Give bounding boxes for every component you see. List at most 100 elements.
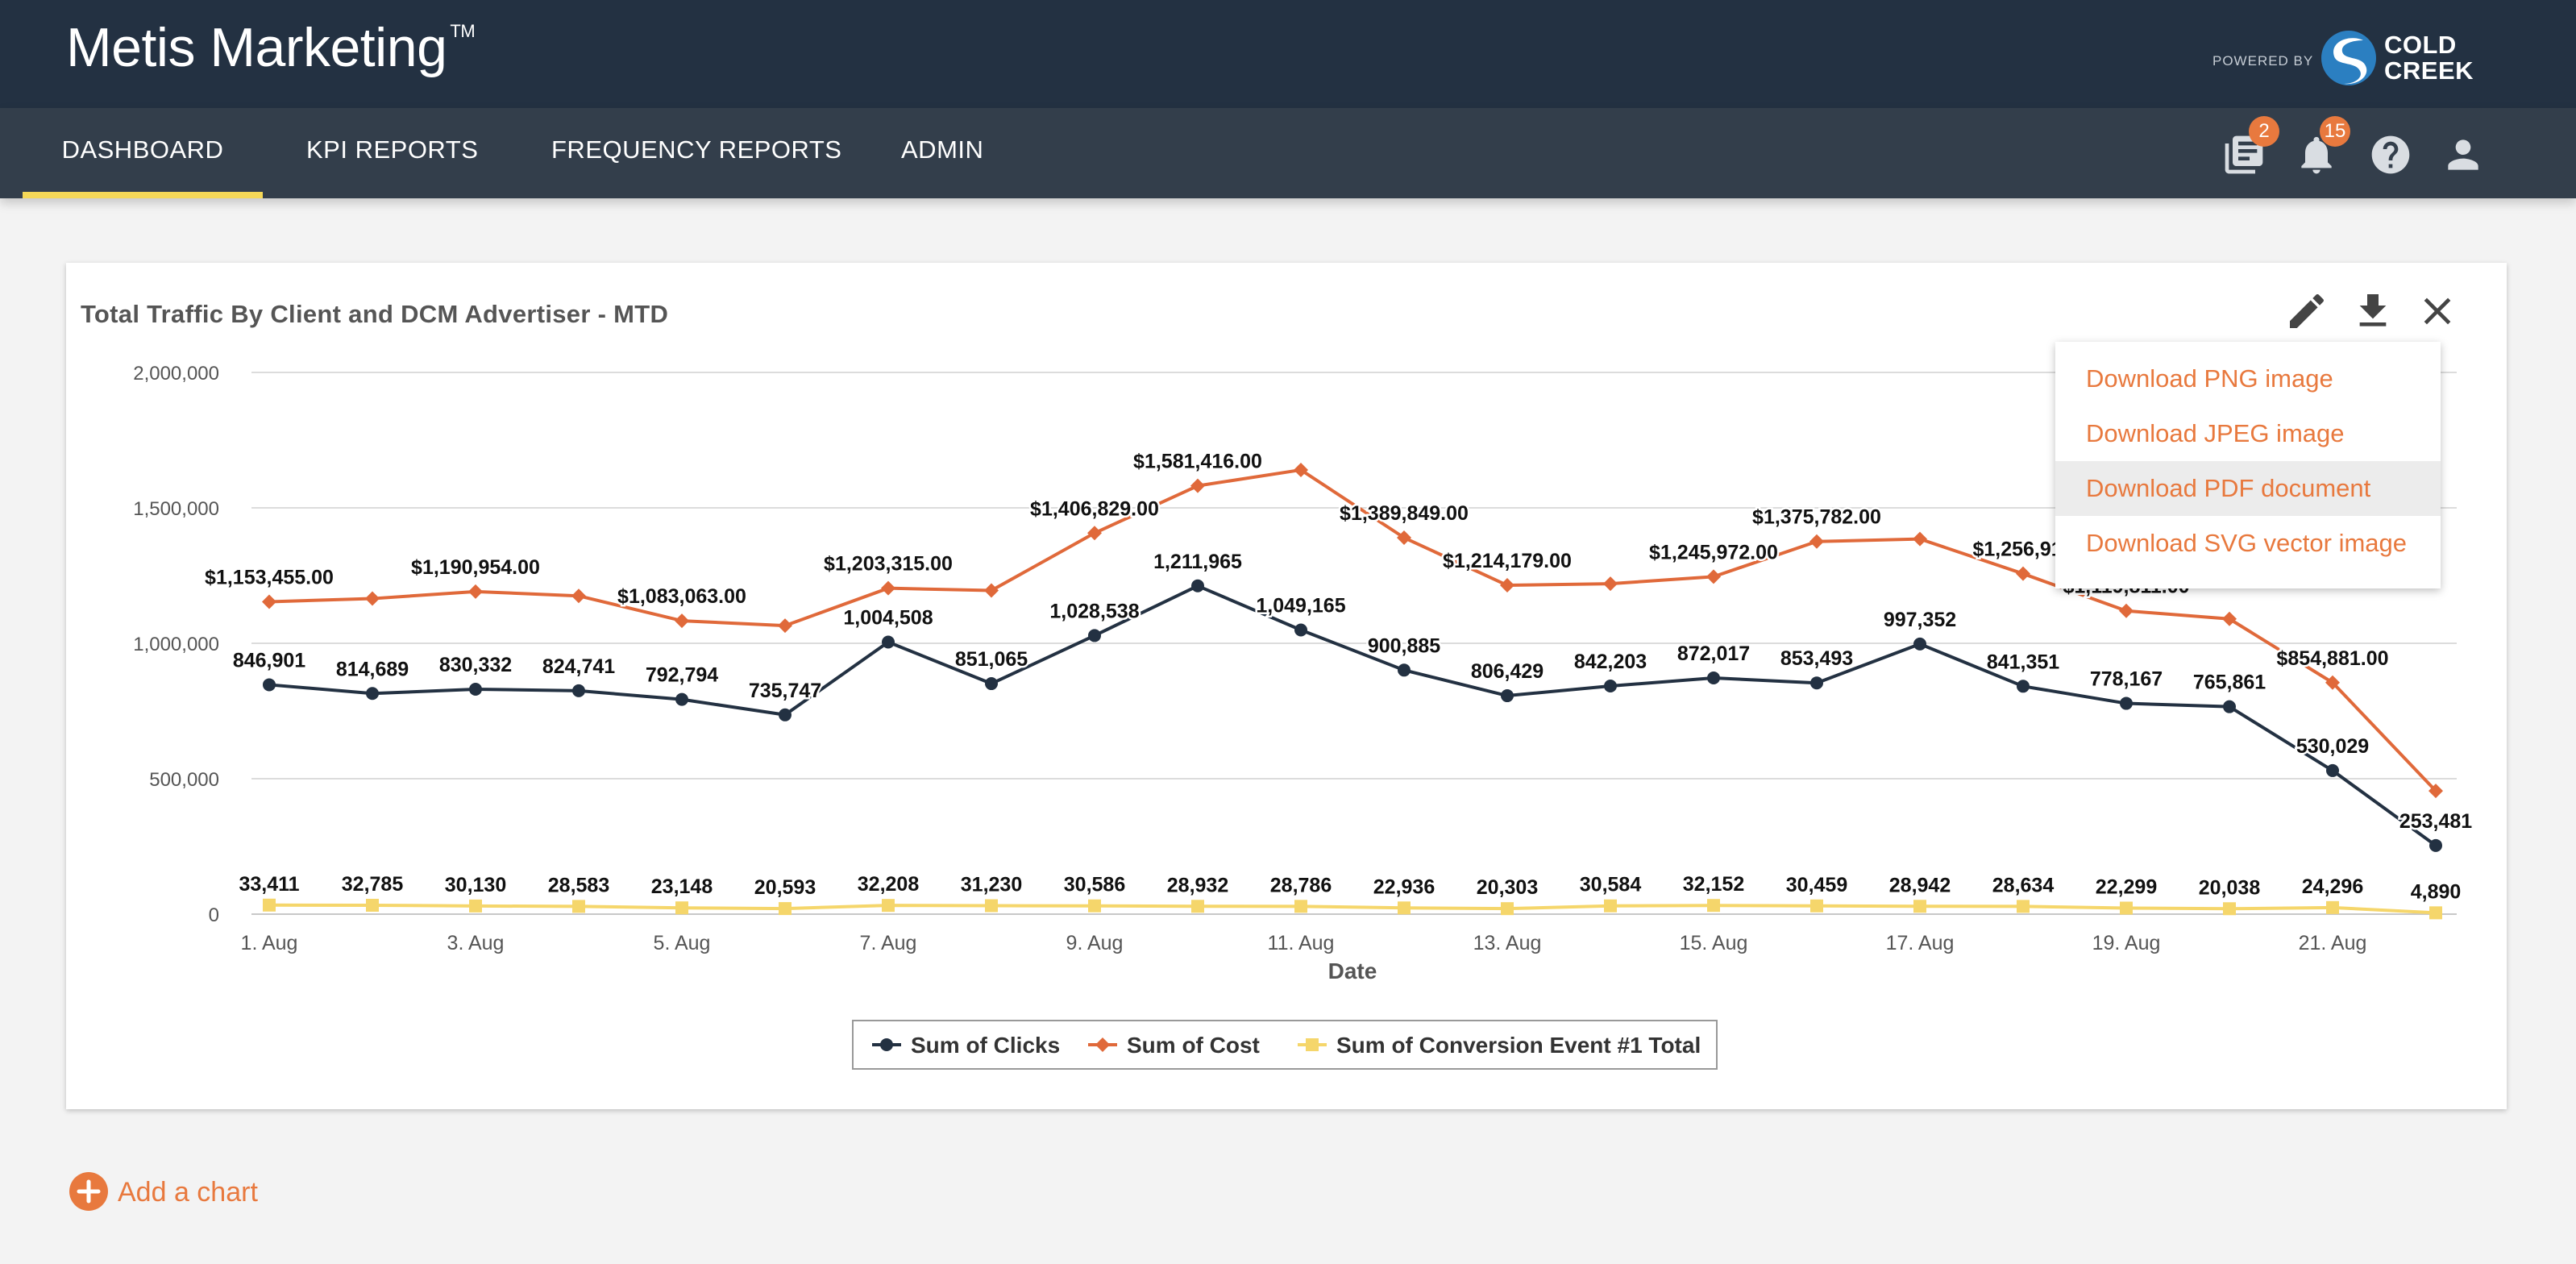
data-label: 30,584 [1580,874,1642,896]
download-svg-item[interactable]: Download SVG vector image [2086,529,2408,557]
data-label: 814,689 [336,658,409,680]
help-icon[interactable] [2368,132,2413,177]
data-label: 28,932 [1167,874,1228,896]
data-label: 806,429 [1471,660,1544,683]
export-menu: Download PNG image Download JPEG image D… [2055,342,2441,588]
data-point [2119,603,2134,618]
data-point [262,594,276,609]
add-icon [69,1172,108,1211]
data-label: 24,296 [2302,875,2363,898]
data-label: 20,038 [2199,876,2261,899]
download-jpeg-item[interactable]: Download JPEG image [2086,419,2345,447]
data-point [2120,901,2133,915]
data-label: 20,303 [1477,876,1538,899]
x-tick-label: 1. Aug [241,932,298,954]
close-icon[interactable] [2415,289,2460,334]
data-point [1190,478,1205,493]
data-point [779,708,791,721]
data-point [1604,899,1617,913]
data-point [1706,569,1721,584]
tab-dashboard[interactable]: DASHBOARD [23,108,263,198]
data-point [1603,576,1618,592]
legend-item-label: Sum of Clicks [911,1033,1060,1058]
data-label: 28,786 [1270,874,1332,896]
data-label: $1,581,416.00 [1133,451,1262,473]
data-label: $1,214,179.00 [1443,550,1572,572]
data-point [571,588,586,604]
x-tick-label: 7. Aug [860,932,917,954]
x-tick-label: 15. Aug [1680,932,1748,954]
data-point [2016,566,2030,581]
data-point [2429,784,2443,799]
tab-admin[interactable]: ADMIN [901,135,984,164]
data-point [2222,611,2237,626]
data-point [469,899,482,913]
y-tick-label: 0 [209,904,219,926]
data-label: 23,148 [651,875,713,898]
data-label: $1,203,315.00 [824,553,953,576]
data-point [263,678,276,692]
chart-legend: Sum of Clicks Sum of Cost Sum of Conversio… [852,1020,1718,1070]
data-point [2326,900,2339,914]
data-point [2223,902,2236,916]
data-point [1809,534,1824,549]
data-point [2017,900,2030,913]
data-point [1604,680,1617,693]
data-label: 872,017 [1677,642,1750,665]
data-point [1294,900,1307,913]
reports-badge: 2 [2249,116,2279,147]
download-png-item[interactable]: Download PNG image [2086,364,2333,393]
x-tick-label: 11. Aug [1268,932,1335,954]
data-label: 22,936 [1373,875,1435,898]
data-point [2223,700,2236,713]
top-header: Metis Marketing TM POWERED BY COLD CREEK [0,0,2576,108]
data-point [572,900,585,913]
data-label: 792,794 [646,664,718,687]
download-pdf-item[interactable]: Download PDF document [2055,461,2441,516]
download-icon[interactable] [2350,289,2395,334]
data-label: 32,152 [1683,873,1744,896]
user-icon[interactable] [2441,132,2486,177]
data-point [469,683,482,696]
data-label: 1,211,965 [1153,551,1242,573]
data-point [1191,900,1204,913]
tab-frequency-reports[interactable]: FREQUENCY REPORTS [551,135,842,164]
brand-logo[interactable]: Metis Marketing TM [66,16,476,79]
data-label: 824,741 [542,655,615,678]
x-tick-label: 17. Aug [1886,932,1955,954]
data-point [468,584,483,599]
x-axis-title: Date [1328,958,1377,983]
x-tick-label: 5. Aug [654,932,711,954]
data-point [985,899,998,913]
data-label: 841,351 [1987,651,2059,673]
data-point [2325,675,2340,690]
data-label: 22,299 [2096,876,2157,899]
data-point [1306,1038,1319,1051]
data-label: 31,230 [961,874,1022,896]
reports-icon[interactable] [2221,132,2266,177]
x-tick-label: 3. Aug [447,932,505,954]
data-point [882,635,895,649]
data-point [1810,899,1823,913]
data-point [1810,676,1823,690]
chart-title: Total Traffic By Client and DCM Advertis… [81,300,669,328]
data-point [1088,899,1101,913]
data-label: 842,203 [1574,651,1647,673]
series-line-1 [268,468,2437,792]
series-line-0 [268,584,2437,847]
data-point [2429,838,2442,852]
main-nav: DASHBOARD KPI REPORTS FREQUENCY REPORTS … [0,108,2576,198]
bell-icon[interactable] [2294,132,2339,177]
data-label: $854,881.00 [2276,647,2388,670]
x-tick-label: 19. Aug [2092,932,2161,954]
y-tick-label: 1,000,000 [133,634,219,655]
x-tick-label: 9. Aug [1066,932,1124,954]
data-label: 32,208 [858,873,920,896]
data-label: 530,029 [2296,735,2369,758]
tab-kpi-reports[interactable]: KPI REPORTS [306,135,479,164]
data-point [984,583,999,598]
data-point [263,898,276,912]
data-label: 30,459 [1786,874,1847,896]
edit-icon[interactable] [2284,289,2329,334]
data-label: 851,065 [955,648,1028,671]
